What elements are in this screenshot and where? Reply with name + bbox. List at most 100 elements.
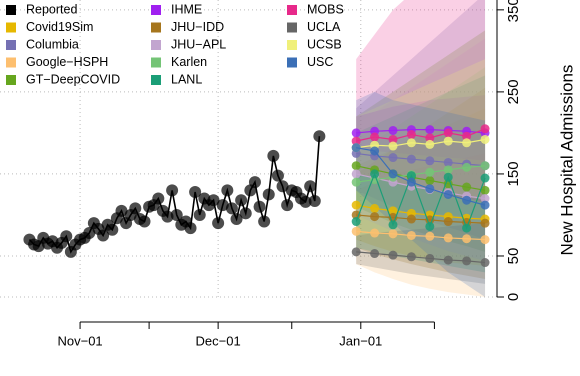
forecast-point	[406, 252, 416, 262]
reported-point	[239, 207, 252, 220]
forecast-point	[462, 162, 472, 172]
forecast-point	[443, 255, 453, 265]
forecast-point	[351, 128, 361, 138]
forecast-point	[425, 231, 435, 241]
legend-label: USC	[307, 55, 333, 69]
forecast-point	[480, 235, 490, 245]
forecast-point	[370, 203, 380, 213]
legend-swatch	[287, 40, 297, 50]
forecast-point	[370, 146, 380, 156]
legend-swatch	[151, 75, 161, 85]
y-tick-label: 250	[505, 79, 522, 104]
reported-point	[253, 200, 266, 213]
forecast-point	[462, 256, 472, 266]
forecast-point	[443, 172, 453, 182]
y-tick-label: 150	[505, 161, 522, 186]
reported-point	[313, 130, 326, 143]
reported-point	[267, 149, 280, 162]
forecast-point	[370, 212, 380, 222]
forecast-point	[370, 228, 380, 238]
reported-point	[308, 195, 321, 208]
y-tick-label: 0	[505, 293, 522, 301]
forecast-point	[388, 250, 398, 260]
forecast-point	[480, 134, 490, 144]
legend-label: UCLA	[307, 20, 341, 34]
forecast-point	[443, 189, 453, 199]
legend: Reported Covid19Sim Columbia Google−HSPH GT−…	[6, 2, 344, 86]
legend-label: MOBS	[307, 2, 344, 16]
forecast-point	[425, 184, 435, 194]
forecast-point	[480, 258, 490, 268]
legend-swatch	[151, 40, 161, 50]
forecast-point	[443, 157, 453, 167]
forecast-point	[388, 134, 398, 144]
legend-swatch	[287, 22, 297, 33]
forecast-point	[425, 253, 435, 263]
reported-point	[258, 215, 271, 228]
legend-label: Covid19Sim	[26, 20, 93, 34]
forecast-point	[351, 169, 361, 179]
x-tick-label: Jan−01	[339, 333, 382, 348]
forecast-band	[356, 87, 486, 279]
forecast-point	[351, 161, 361, 171]
reported-point	[129, 202, 142, 215]
forecast-point	[425, 167, 435, 177]
forecast-point	[480, 173, 490, 183]
lines	[23, 124, 490, 268]
forecast-point	[388, 169, 398, 179]
forecast-point	[370, 169, 380, 179]
x-tick-label: Nov−01	[57, 333, 102, 348]
forecast-point	[351, 247, 361, 257]
forecast-point	[462, 234, 472, 244]
legend-swatch	[151, 22, 161, 33]
forecast-point	[406, 154, 416, 164]
forecast-point	[406, 230, 416, 240]
forecast-point	[480, 124, 490, 134]
forecast-point	[388, 206, 398, 216]
reported-point	[304, 180, 317, 193]
forecast-point	[351, 136, 361, 146]
y-tick-label: 50	[505, 248, 522, 265]
forecast-point	[425, 221, 435, 231]
forecast-band	[356, 38, 486, 261]
legend-swatch	[151, 5, 161, 15]
legend-label: IHME	[171, 2, 202, 16]
legend-swatch	[6, 40, 16, 50]
forecast-point	[351, 217, 361, 227]
forecast-point	[406, 177, 416, 187]
legend-label: JHU−IDD	[171, 20, 224, 34]
forecast-point	[351, 177, 361, 187]
reported-point	[207, 194, 220, 207]
forecast-point	[443, 233, 453, 243]
legend-label: JHU−APL	[171, 37, 226, 51]
reported-point	[170, 208, 183, 221]
reported-point	[161, 210, 174, 223]
forecast-point	[406, 138, 416, 148]
forecast-point	[425, 125, 435, 135]
forecast-point	[388, 220, 398, 230]
forecast-band	[356, 67, 486, 219]
reported-point	[271, 169, 284, 182]
forecast-point	[388, 229, 398, 239]
forecast-point	[406, 214, 416, 224]
forecast-point	[425, 156, 435, 166]
reported-point	[212, 217, 225, 230]
forecast-point	[388, 153, 398, 163]
legend-swatch	[6, 22, 16, 33]
forecast-band	[356, 108, 486, 266]
forecast-point	[462, 182, 472, 192]
reported-point	[248, 176, 261, 189]
reported-point	[221, 184, 234, 197]
forecast-point	[388, 125, 398, 135]
forecast-point	[462, 195, 472, 205]
reported-point	[235, 194, 248, 207]
reported-point	[60, 230, 73, 243]
forecast-band	[356, 91, 486, 298]
forecast-point	[425, 133, 435, 143]
forecast-point	[462, 138, 472, 148]
reported-point	[184, 222, 197, 235]
forecast-line	[355, 172, 486, 230]
forecast-point	[480, 218, 490, 228]
forecast-point	[406, 130, 416, 140]
